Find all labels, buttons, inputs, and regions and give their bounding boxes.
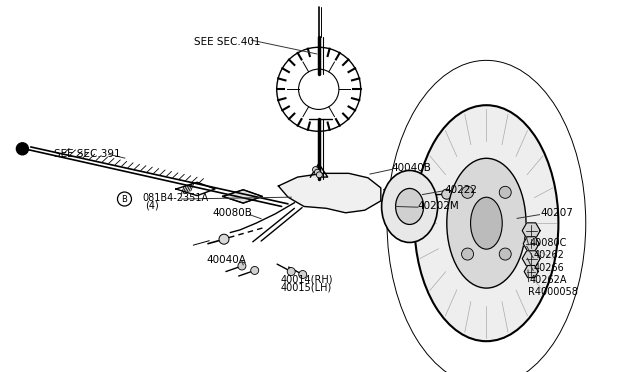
Text: SEE SEC.391: SEE SEC.391 <box>54 150 121 159</box>
Text: 40080C: 40080C <box>529 238 566 247</box>
Text: (4): (4) <box>145 201 159 211</box>
Circle shape <box>499 248 511 260</box>
Circle shape <box>442 189 452 199</box>
Text: 40266: 40266 <box>533 263 564 273</box>
Circle shape <box>312 167 319 173</box>
Ellipse shape <box>396 189 424 224</box>
Text: SEE SEC.401: SEE SEC.401 <box>194 37 260 46</box>
Ellipse shape <box>470 197 502 249</box>
Circle shape <box>461 248 474 260</box>
Circle shape <box>238 262 246 270</box>
Text: B: B <box>122 195 127 203</box>
Text: 40040A: 40040A <box>206 256 246 265</box>
Circle shape <box>499 186 511 198</box>
Text: R4000058: R4000058 <box>528 288 578 297</box>
Polygon shape <box>522 251 540 266</box>
Circle shape <box>299 270 307 279</box>
Circle shape <box>17 143 28 155</box>
Ellipse shape <box>447 158 526 288</box>
Circle shape <box>219 234 229 244</box>
Text: 40202M: 40202M <box>417 201 459 211</box>
Text: 081B4-2351A: 081B4-2351A <box>142 193 208 203</box>
Circle shape <box>251 266 259 275</box>
Text: 40040B: 40040B <box>392 163 431 173</box>
Text: 40262A: 40262A <box>529 275 567 285</box>
Polygon shape <box>223 190 262 203</box>
Text: 40222: 40222 <box>445 185 478 195</box>
Circle shape <box>287 267 295 276</box>
Ellipse shape <box>415 105 559 341</box>
Polygon shape <box>384 186 432 222</box>
Text: 40207: 40207 <box>541 208 573 218</box>
Circle shape <box>316 172 323 178</box>
Polygon shape <box>522 223 540 238</box>
Circle shape <box>461 186 474 198</box>
Text: 40015(LH): 40015(LH) <box>280 282 332 292</box>
Polygon shape <box>278 173 381 213</box>
Text: 40080B: 40080B <box>212 208 252 218</box>
Text: 40014(RH): 40014(RH) <box>280 275 333 285</box>
Ellipse shape <box>381 170 438 243</box>
Polygon shape <box>310 164 328 177</box>
Polygon shape <box>523 237 539 251</box>
Text: 40262: 40262 <box>533 250 564 260</box>
Circle shape <box>314 169 321 175</box>
Polygon shape <box>524 266 538 278</box>
